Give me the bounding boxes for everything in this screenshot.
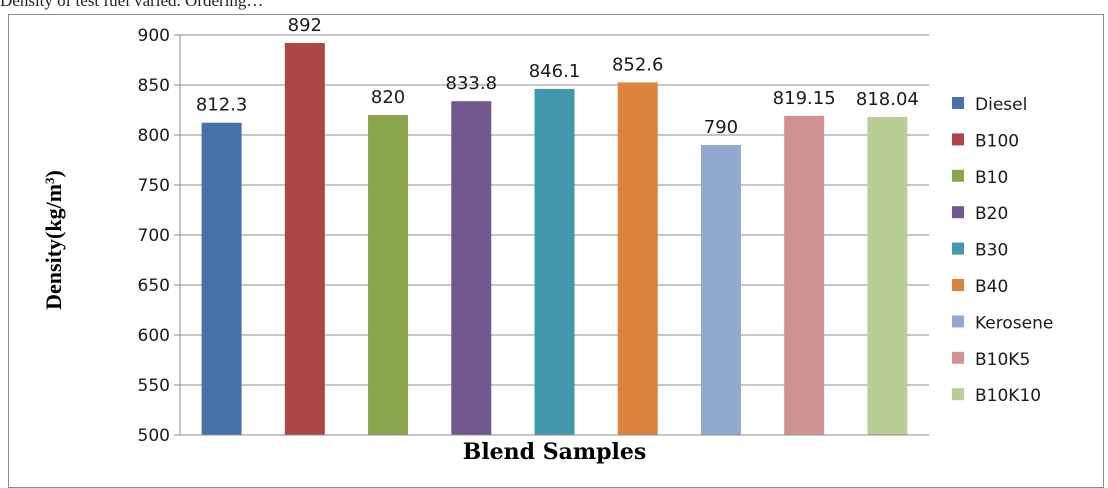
- data-label-b10k10: 818.04: [856, 89, 919, 110]
- data-label-b10: 820: [371, 87, 405, 108]
- caption-fragment: Density of test fuel varied. Ordering…: [0, 0, 264, 10]
- legend-swatch-b30: [952, 242, 964, 255]
- x-axis-title: Blend Samples: [463, 439, 647, 465]
- data-labels: 812.3 892 820 833.8 846.1 852.6 790 819.15 818.0…: [196, 15, 919, 138]
- legend-swatch-kerosene: [952, 315, 964, 328]
- legend-label-b10k10: B10K10: [975, 386, 1041, 406]
- legend-label-b10k5: B10K5: [975, 350, 1030, 370]
- bar-b100: [284, 43, 325, 435]
- legend-label-b20: B20: [975, 204, 1008, 224]
- y-axis-ticks: 500 550 600 650 700 750 800 850 900: [138, 26, 180, 446]
- data-label-b40: 852.6: [612, 54, 664, 75]
- y-tick-label: 500: [138, 426, 170, 446]
- y-tick-label: 650: [138, 276, 170, 296]
- bar-b30: [534, 88, 575, 436]
- y-tick-label: 600: [138, 326, 170, 346]
- data-label-diesel: 812.3: [196, 95, 248, 116]
- data-label-b20: 833.8: [446, 73, 498, 94]
- data-label-kerosene: 790: [704, 117, 738, 138]
- chart-frame: 500 550 600 650 700 750 800 850 900 812.3 892 820 8…: [8, 14, 1104, 488]
- legend-swatch-b10: [952, 169, 964, 182]
- bar-b10: [368, 115, 409, 435]
- y-axis-title-main: Density(kg/m: [41, 184, 66, 310]
- bar-b10k5: [784, 115, 825, 435]
- y-tick-label: 550: [138, 376, 170, 396]
- legend-swatch-b10k5: [952, 351, 964, 364]
- y-tick-label: 700: [138, 226, 170, 246]
- legend-swatch-b10k10: [952, 388, 964, 401]
- bar-b10k10: [867, 116, 908, 436]
- legend-swatch-b40: [952, 279, 964, 291]
- data-label-b30: 846.1: [529, 61, 581, 82]
- bar-diesel: [201, 122, 242, 435]
- data-label-b10k5: 819.15: [773, 88, 836, 109]
- legend-label-kerosene: Kerosene: [975, 313, 1053, 333]
- y-tick-label: 850: [138, 76, 170, 96]
- y-axis-title-suffix: ): [41, 170, 66, 177]
- legend-swatch-diesel: [952, 97, 964, 109]
- legend-swatch-b100: [952, 133, 964, 146]
- bar-b20: [451, 101, 492, 435]
- y-tick-label: 750: [138, 176, 170, 196]
- bars: [201, 43, 908, 436]
- bar-b40: [617, 82, 658, 436]
- legend-label-diesel: Diesel: [975, 95, 1027, 115]
- legend-label-b30: B30: [975, 241, 1008, 261]
- legend-label-b10: B10: [975, 168, 1008, 188]
- y-axis-title-superscript: 3: [42, 177, 57, 184]
- legend-label-b100: B100: [975, 131, 1019, 151]
- data-label-b100: 892: [288, 15, 322, 36]
- legend: Diesel B100 B10 B20 B30 B40 Kerosene B10K5 B10K1…: [952, 95, 1053, 406]
- y-tick-label: 900: [138, 26, 170, 46]
- y-tick-label: 800: [138, 126, 170, 146]
- legend-label-b40: B40: [975, 277, 1008, 297]
- bar-kerosene: [700, 145, 741, 435]
- legend-swatch-b20: [952, 206, 964, 219]
- y-axis-title: Density(kg/m3): [41, 170, 66, 310]
